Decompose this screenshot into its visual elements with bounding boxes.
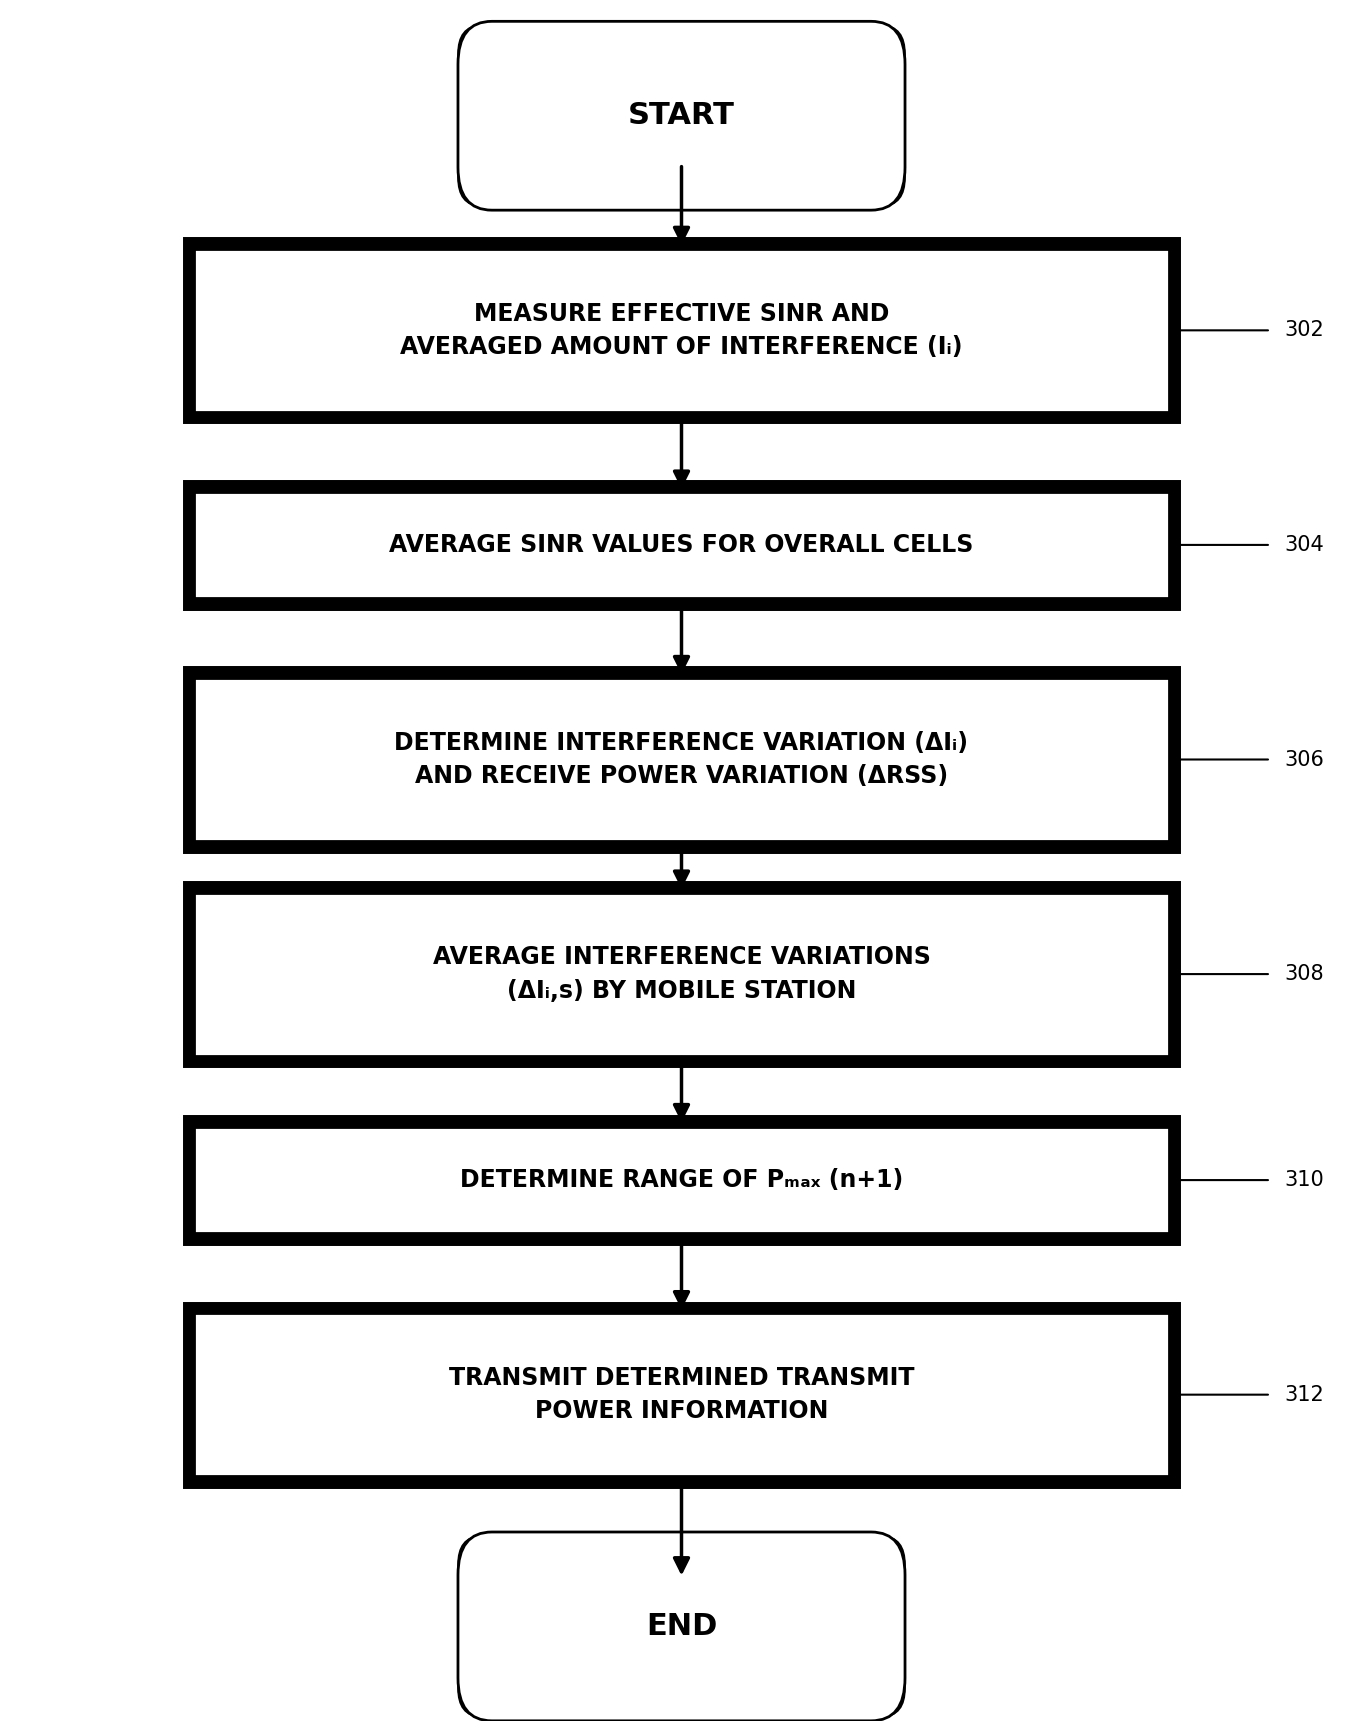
FancyBboxPatch shape [461,1539,902,1715]
Text: AVERAGE SINR VALUES FOR OVERALL CELLS: AVERAGE SINR VALUES FOR OVERALL CELLS [390,533,973,557]
FancyBboxPatch shape [194,1126,1169,1233]
Text: 308: 308 [1284,964,1323,983]
Text: 310: 310 [1284,1170,1323,1190]
Text: 304: 304 [1284,535,1323,555]
Text: MEASURE EFFECTIVE SINR AND
AVERAGED AMOUNT OF INTERFERENCE (Iᵢ): MEASURE EFFECTIVE SINR AND AVERAGED AMOU… [401,302,962,359]
Text: END: END [646,1611,717,1640]
FancyBboxPatch shape [194,492,1169,599]
Text: AVERAGE INTERFERENCE VARIATIONS
(ΔIᵢ,s) BY MOBILE STATION: AVERAGE INTERFERENCE VARIATIONS (ΔIᵢ,s) … [432,945,931,1002]
Text: 306: 306 [1284,749,1325,769]
Text: 312: 312 [1284,1385,1323,1404]
FancyBboxPatch shape [194,248,1169,412]
FancyBboxPatch shape [194,1313,1169,1477]
FancyBboxPatch shape [185,483,1178,607]
Text: START: START [628,102,735,131]
FancyBboxPatch shape [185,1118,1178,1242]
FancyBboxPatch shape [194,678,1169,842]
FancyBboxPatch shape [185,240,1178,421]
FancyBboxPatch shape [461,28,902,204]
Text: DETERMINE RANGE OF Pₘₐₓ (n+1): DETERMINE RANGE OF Pₘₐₓ (n+1) [459,1168,904,1192]
FancyBboxPatch shape [185,883,1178,1064]
Text: 302: 302 [1284,321,1323,340]
Text: TRANSMIT DETERMINED TRANSMIT
POWER INFORMATION: TRANSMIT DETERMINED TRANSMIT POWER INFOR… [448,1366,915,1423]
FancyBboxPatch shape [194,892,1169,1056]
Text: DETERMINE INTERFERENCE VARIATION (ΔIᵢ)
AND RECEIVE POWER VARIATION (ΔRSS): DETERMINE INTERFERENCE VARIATION (ΔIᵢ) A… [394,731,969,788]
FancyBboxPatch shape [185,1304,1178,1485]
FancyBboxPatch shape [458,1532,905,1722]
FancyBboxPatch shape [185,669,1178,850]
FancyBboxPatch shape [458,21,905,210]
